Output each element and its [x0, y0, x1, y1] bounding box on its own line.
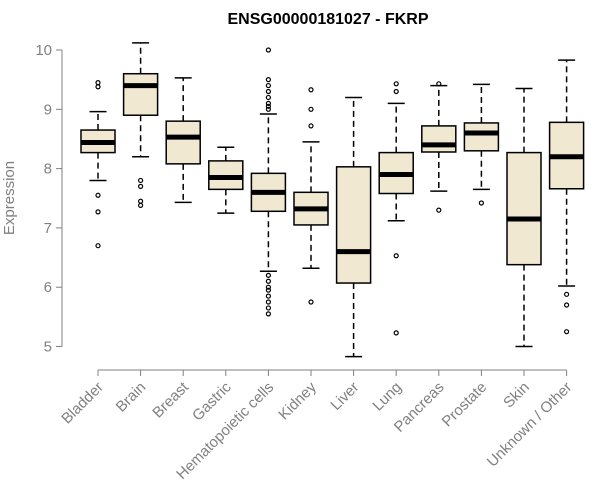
outlier-point	[436, 81, 442, 87]
boxes-group	[80, 42, 585, 358]
x-tick-label: Kidney	[275, 378, 320, 423]
outlier-point	[308, 87, 314, 93]
iqr-box	[122, 72, 159, 116]
iqr-box	[421, 125, 457, 153]
x-tick-label: Breast	[149, 378, 192, 421]
outlier-point	[265, 103, 271, 109]
iqr-box	[463, 122, 500, 152]
outlier-point	[265, 311, 271, 317]
outlier-point	[265, 47, 271, 53]
outlier-point	[95, 243, 101, 249]
outlier-point	[265, 82, 271, 89]
box-9	[463, 83, 500, 206]
outlier-point	[265, 100, 271, 106]
outlier-point	[265, 287, 271, 293]
y-tick-label: 9	[44, 101, 52, 118]
outlier-point	[265, 272, 271, 278]
outlier-point	[95, 80, 101, 86]
box-1	[122, 42, 159, 208]
box-11	[548, 59, 585, 335]
outlier-point	[563, 302, 570, 308]
outlier-point	[478, 200, 484, 206]
outlier-point	[393, 81, 399, 87]
outlier-point	[265, 88, 271, 95]
outlier-point	[95, 192, 101, 198]
iqr-box	[335, 166, 372, 284]
outlier-point	[308, 106, 314, 112]
x-tick-label: Brain	[113, 379, 150, 416]
outlier-point	[138, 177, 144, 184]
x-tick-label: Skin	[500, 379, 533, 412]
outlier-point	[95, 84, 101, 90]
outlier-point	[138, 202, 144, 208]
box-6	[335, 96, 372, 358]
outlier-point	[265, 305, 271, 311]
box-10	[506, 87, 542, 348]
outlier-point	[265, 106, 271, 112]
x-tick-label: Lung	[369, 379, 405, 415]
y-tick-label: 7	[44, 220, 52, 237]
chart-title: ENSG00000181027 - FKRP	[228, 11, 429, 28]
y-tick-label: 6	[44, 279, 52, 296]
y-axis: 5 6 7 8 9 10	[35, 42, 63, 356]
outlier-point	[265, 77, 271, 83]
outlier-point	[265, 278, 271, 284]
outlier-point	[393, 88, 399, 95]
y-tick-label: 5	[44, 339, 52, 356]
x-tick-label: Prostate	[439, 379, 491, 431]
outlier-point	[308, 123, 314, 129]
y-axis-label: Expression	[1, 161, 18, 235]
box-4	[250, 47, 287, 317]
box-2	[165, 77, 201, 204]
outlier-point	[265, 293, 271, 299]
box-0	[80, 80, 116, 249]
y-tick-label: 10	[35, 42, 52, 59]
outlier-point	[393, 330, 399, 336]
x-tick-label: Liver	[327, 379, 362, 414]
outlier-point	[138, 198, 144, 204]
outlier-point	[138, 183, 144, 189]
outlier-point	[265, 94, 271, 101]
outlier-point	[563, 291, 570, 297]
x-tick-label: Bladder	[58, 379, 107, 428]
box-7	[378, 81, 414, 336]
iqr-box	[165, 120, 201, 165]
box-3	[208, 146, 244, 214]
outlier-point	[308, 299, 314, 305]
outlier-point	[393, 253, 399, 259]
iqr-box	[506, 151, 542, 266]
outlier-point	[563, 329, 570, 335]
outlier-point	[265, 284, 271, 290]
outlier-point	[265, 299, 271, 305]
box-8	[421, 81, 457, 213]
outlier-point	[95, 209, 101, 215]
y-tick-label: 8	[44, 161, 52, 178]
box-5	[293, 87, 329, 305]
outlier-point	[436, 207, 442, 213]
